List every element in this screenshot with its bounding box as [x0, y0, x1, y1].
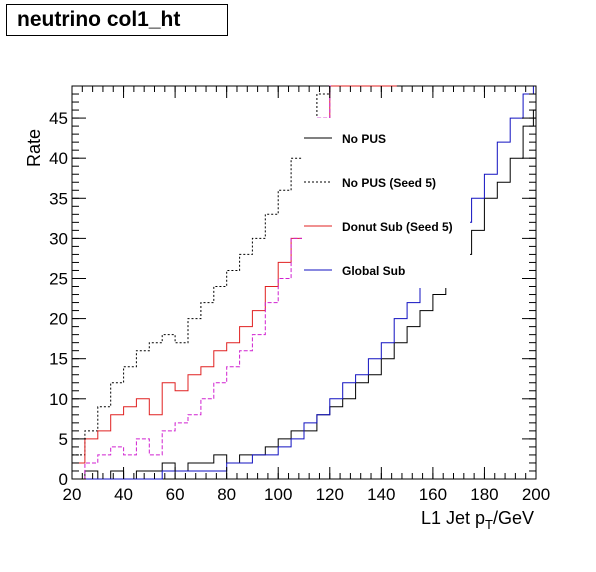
series-line-5 [72, 85, 333, 480]
legend-label: No PUS [342, 132, 386, 146]
y-tick-label: 20 [49, 310, 68, 329]
series-line-4 [72, 85, 536, 480]
legend-box [302, 118, 470, 288]
x-tick-label: 40 [114, 485, 133, 504]
x-tick-label: 120 [316, 485, 344, 504]
x-tick-label: 160 [419, 485, 447, 504]
x-tick-label: 200 [522, 485, 550, 504]
y-tick-label: 45 [49, 109, 68, 128]
legend-label: Global Sub [342, 264, 405, 278]
y-tick-label: 35 [49, 189, 68, 208]
legend: No PUS No PUS (Seed 5) Donut Sub (Seed 5) G… [302, 118, 470, 288]
legend-label: No PUS (Seed 5) [342, 176, 436, 190]
x-tick-label: 180 [470, 485, 498, 504]
x-axis-title: L1 Jet pT/GeV [421, 508, 534, 532]
y-tick-label: 25 [49, 269, 68, 288]
y-axis: 0 5 10 15 20 25 30 35 40 45 [49, 85, 536, 489]
legend-label: Donut Sub (Seed 5) [342, 220, 453, 234]
x-tick-label: 60 [166, 485, 185, 504]
y-tick-label: 5 [59, 430, 68, 449]
y-tick-label: 15 [49, 350, 68, 369]
plot-frame [71, 85, 537, 480]
y-tick-label: 0 [59, 470, 68, 489]
y-tick-label: 40 [49, 149, 68, 168]
x-tick-label: 100 [264, 485, 292, 504]
chart-title: neutrino col1_ht [6, 4, 228, 36]
y-tick-label: 10 [49, 390, 68, 409]
y-axis-title: Rate [24, 129, 44, 167]
y-tick-label: 30 [49, 229, 68, 248]
x-axis: 20 40 60 80 100 120 140 160 180 200 [63, 86, 550, 504]
x-tick-label: 80 [217, 485, 236, 504]
x-tick-label: 20 [63, 485, 82, 504]
x-tick-label: 140 [367, 485, 395, 504]
